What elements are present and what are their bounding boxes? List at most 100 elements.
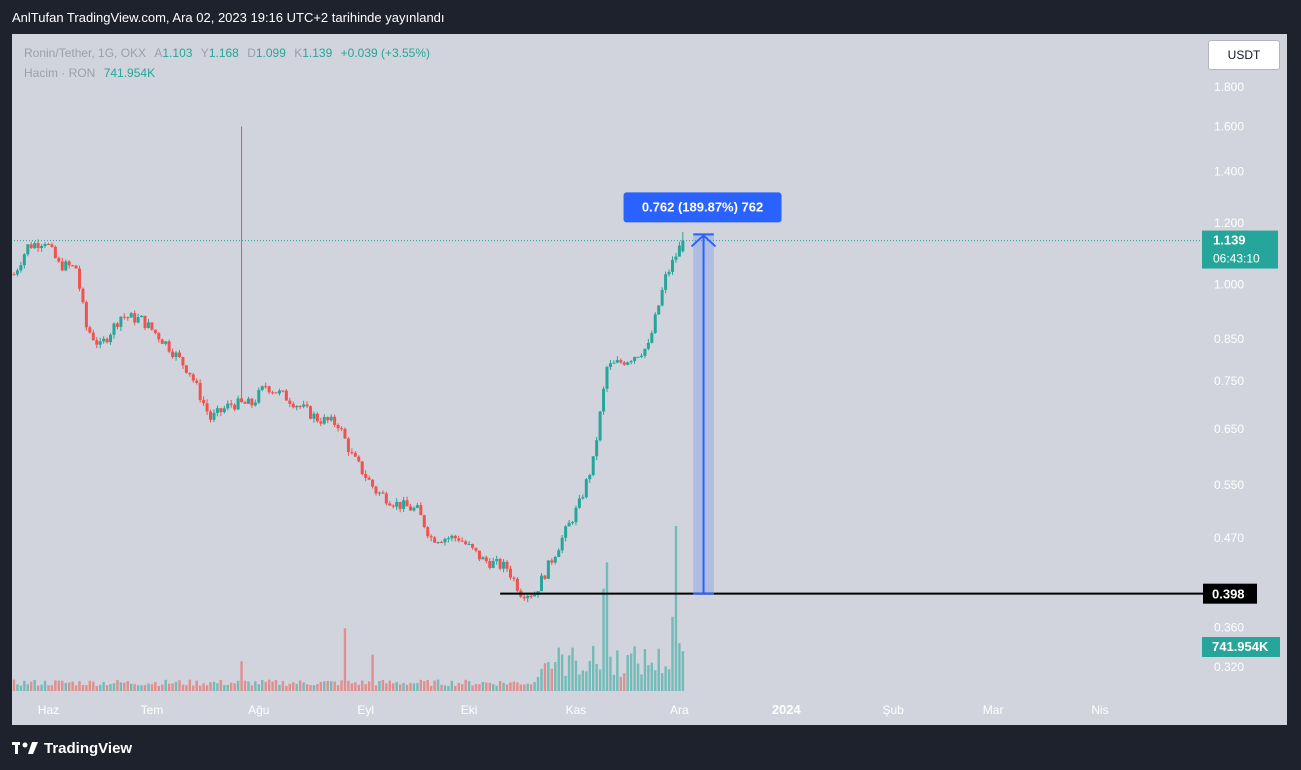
symbol-label[interactable]: Ronin/Tether, 1G, OKX: [24, 46, 147, 60]
candle-body: [98, 341, 102, 345]
volume-bar: [333, 681, 336, 691]
candle-body: [167, 341, 171, 352]
candle-body: [319, 421, 323, 424]
volume-bar: [254, 681, 257, 691]
candle-body: [288, 400, 292, 404]
candle-body: [346, 438, 350, 453]
candle-body: [129, 313, 133, 318]
candle-body: [333, 416, 337, 425]
candle-body: [515, 578, 519, 591]
candle-body: [19, 265, 23, 271]
volume-bar: [409, 682, 412, 691]
candle-body: [326, 417, 330, 421]
volume-bar: [560, 654, 564, 691]
candle-body: [646, 342, 650, 349]
volume-bar: [185, 685, 188, 691]
candle-body: [240, 398, 244, 402]
volume-bar: [464, 679, 467, 691]
candle-body: [119, 316, 123, 327]
candle-body: [219, 408, 223, 413]
volume-bar: [650, 662, 654, 691]
volume-bar: [474, 683, 478, 691]
volume-bar: [412, 683, 416, 691]
candle-body: [60, 261, 64, 271]
candle-body: [274, 392, 278, 394]
candle-body: [264, 386, 268, 388]
candle-body: [467, 544, 471, 546]
volume-bar: [574, 660, 578, 691]
volume-bar: [343, 628, 347, 691]
candle-body: [295, 405, 299, 408]
volume-bar: [92, 681, 95, 691]
volume-bar: [130, 683, 133, 691]
volume-bar: [123, 682, 126, 691]
y-tick-label: 0.550: [1214, 478, 1244, 492]
tradingview-logo-icon: [12, 741, 38, 754]
candle-body: [171, 351, 175, 358]
candle-body: [577, 498, 581, 508]
volume-bar: [50, 685, 54, 691]
candle-body: [74, 265, 78, 269]
candle-body: [57, 258, 61, 262]
volume-bar: [150, 684, 154, 691]
candle-body: [360, 461, 364, 475]
candle-body: [381, 492, 385, 494]
candle-body: [243, 401, 247, 404]
currency-button[interactable]: USDT: [1208, 40, 1280, 70]
open-value: 1.103: [162, 46, 193, 60]
volume-bar: [361, 680, 364, 691]
volume-bar: [336, 685, 340, 691]
candle-body: [395, 501, 399, 507]
candle-body: [133, 313, 137, 323]
volume-bar: [388, 680, 391, 691]
candle-body: [322, 417, 326, 424]
volume-bar: [295, 683, 298, 691]
candle-body: [581, 497, 585, 499]
candle-body: [284, 390, 288, 401]
volume-bar: [126, 681, 129, 691]
volume-bar: [378, 680, 381, 691]
high-label: Y: [200, 46, 209, 60]
y-tick-label: 0.320: [1214, 660, 1244, 674]
candle-body: [160, 339, 164, 344]
candle-body: [457, 538, 461, 541]
volume-bar: [529, 684, 533, 691]
volume-bar: [202, 683, 205, 691]
candle-body: [674, 256, 678, 260]
volume-bar: [443, 685, 447, 691]
candle-body: [591, 456, 595, 476]
last-price-label: 1.139: [1213, 233, 1246, 248]
candle-body: [50, 244, 54, 247]
volume-label[interactable]: Hacim · RON: [24, 66, 96, 80]
volume-bar: [261, 679, 264, 691]
volume-bar: [116, 680, 119, 691]
candle-body: [26, 244, 30, 255]
volume-bar: [485, 682, 488, 691]
volume-bar: [536, 676, 540, 691]
candle-body: [512, 577, 516, 579]
candle-body: [353, 452, 357, 457]
candle-body: [202, 399, 206, 404]
candle-body: [309, 406, 312, 419]
x-tick-label: Eki: [461, 703, 478, 717]
y-tick-label: 0.360: [1214, 620, 1244, 634]
candle-body: [522, 596, 526, 599]
candle-body: [595, 440, 599, 457]
volume-bar: [43, 680, 47, 691]
volume-bar: [178, 680, 181, 691]
volume-bar: [643, 649, 647, 691]
chart-panel[interactable]: [12, 34, 1287, 725]
volume-bar: [585, 671, 588, 691]
volume-bar: [288, 683, 292, 691]
volume-bar: [385, 683, 388, 691]
volume-bar: [285, 685, 288, 691]
candle-body: [374, 486, 378, 494]
candle-body: [222, 408, 226, 413]
candle-body: [626, 362, 630, 365]
candle-body: [46, 243, 50, 245]
candle-body: [312, 413, 316, 419]
candle-body: [505, 561, 509, 569]
volume-bar: [664, 666, 667, 691]
volume-bar: [133, 684, 136, 691]
